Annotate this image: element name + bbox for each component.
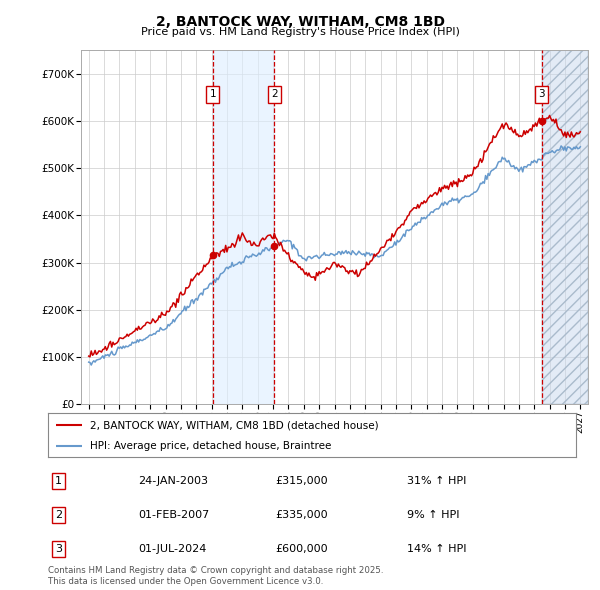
Text: 31% ↑ HPI: 31% ↑ HPI [407, 476, 466, 486]
Text: Price paid vs. HM Land Registry's House Price Index (HPI): Price paid vs. HM Land Registry's House … [140, 27, 460, 37]
Text: 14% ↑ HPI: 14% ↑ HPI [407, 544, 467, 554]
Text: £600,000: £600,000 [275, 544, 328, 554]
Text: Contains HM Land Registry data © Crown copyright and database right 2025.
This d: Contains HM Land Registry data © Crown c… [48, 566, 383, 586]
Text: 2: 2 [271, 90, 278, 99]
Text: 9% ↑ HPI: 9% ↑ HPI [407, 510, 460, 520]
Text: £315,000: £315,000 [275, 476, 328, 486]
Text: HPI: Average price, detached house, Braintree: HPI: Average price, detached house, Brai… [90, 441, 332, 451]
Bar [542, 50, 588, 404]
Text: 01-JUL-2024: 01-JUL-2024 [138, 544, 206, 554]
Text: £335,000: £335,000 [275, 510, 328, 520]
Text: 1: 1 [55, 476, 62, 486]
Text: 24-JAN-2003: 24-JAN-2003 [138, 476, 208, 486]
Text: 01-FEB-2007: 01-FEB-2007 [138, 510, 209, 520]
Text: 2: 2 [55, 510, 62, 520]
Bar [212, 50, 274, 404]
Bar [542, 50, 588, 404]
Text: 2, BANTOCK WAY, WITHAM, CM8 1BD (detached house): 2, BANTOCK WAY, WITHAM, CM8 1BD (detache… [90, 421, 379, 430]
Text: 1: 1 [209, 90, 216, 99]
Text: 3: 3 [539, 90, 545, 99]
Text: 3: 3 [55, 544, 62, 554]
Text: 2, BANTOCK WAY, WITHAM, CM8 1BD: 2, BANTOCK WAY, WITHAM, CM8 1BD [155, 15, 445, 29]
